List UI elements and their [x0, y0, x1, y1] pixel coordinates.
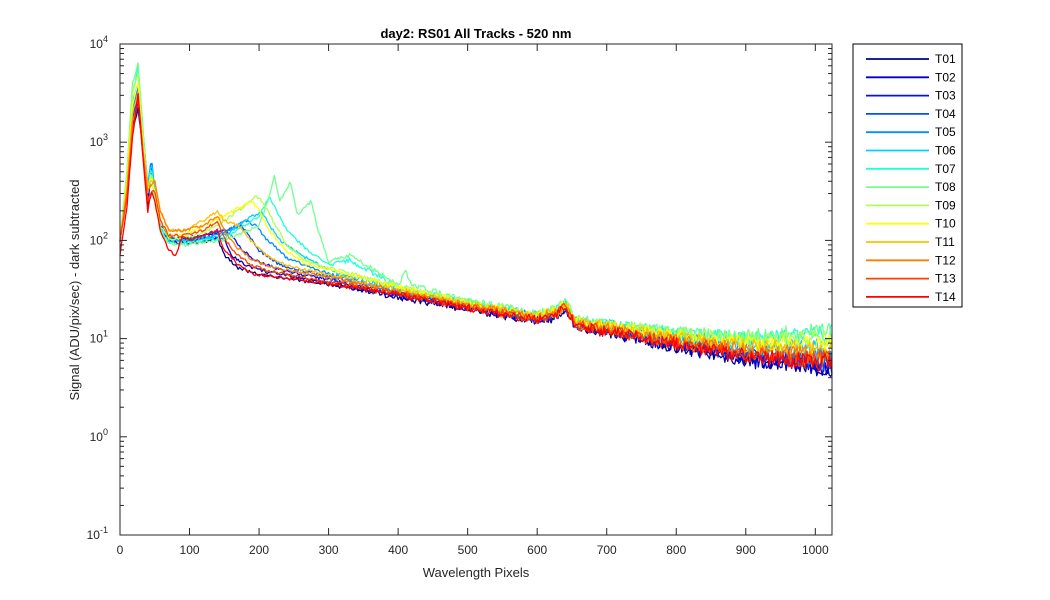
series-line-t08	[119, 62, 833, 344]
tick-layer: 0 100 200 300 400 500 600 700 800 900 1000 10-1 100 1…	[87, 34, 832, 557]
x-tick-label: 600	[527, 543, 547, 557]
y-tick-label: 103	[90, 132, 108, 149]
legend-label: T06	[935, 144, 956, 158]
legend-label: T05	[935, 125, 956, 139]
series-line-t13	[119, 96, 833, 368]
x-tick-label: 700	[597, 543, 617, 557]
x-axis-label: Wavelength Pixels	[423, 565, 530, 580]
y-axis-label: Signal (ADU/pix/sec) - dark subtracted	[67, 179, 82, 400]
legend-label: T08	[935, 180, 956, 194]
x-tick-label: 1000	[802, 543, 829, 557]
x-tick-label: 100	[180, 543, 200, 557]
legend-label: T03	[935, 89, 956, 103]
legend-label: T01	[935, 52, 956, 66]
y-tick-label: 100	[90, 427, 108, 444]
plot-frame	[119, 43, 833, 536]
x-tick-label: 0	[117, 543, 124, 557]
x-tick-label: 900	[736, 543, 756, 557]
y-tick-label: 101	[90, 329, 108, 346]
legend-label: T07	[935, 162, 956, 176]
y-tick-label: 102	[90, 230, 108, 247]
legend: T01 T02 T03 T04 T05 T06 T07 T08 T09 T10 T11 T12 T13 T…	[852, 43, 963, 308]
legend-box	[852, 43, 963, 308]
legend-label: T12	[935, 253, 956, 267]
x-tick-label: 500	[458, 543, 478, 557]
series-line-t14	[119, 92, 833, 371]
x-tick-label: 300	[319, 543, 339, 557]
x-tick-label: 200	[249, 543, 269, 557]
legend-label: T09	[935, 198, 956, 212]
legend-label: T13	[935, 272, 956, 286]
x-tick-label: 800	[666, 543, 686, 557]
y-tick-label: 10-1	[87, 525, 108, 542]
legend-label: T10	[935, 217, 956, 231]
plot-area	[120, 44, 832, 535]
y-tick-label: 104	[90, 34, 108, 51]
x-tick-label: 400	[388, 543, 408, 557]
chart-title: day2: RS01 All Tracks - 520 nm	[380, 26, 571, 41]
legend-label: T04	[935, 107, 956, 121]
legend-label: T11	[935, 235, 955, 249]
legend-label: T02	[935, 70, 956, 84]
series-layer	[119, 62, 833, 378]
legend-label: T14	[935, 290, 956, 304]
